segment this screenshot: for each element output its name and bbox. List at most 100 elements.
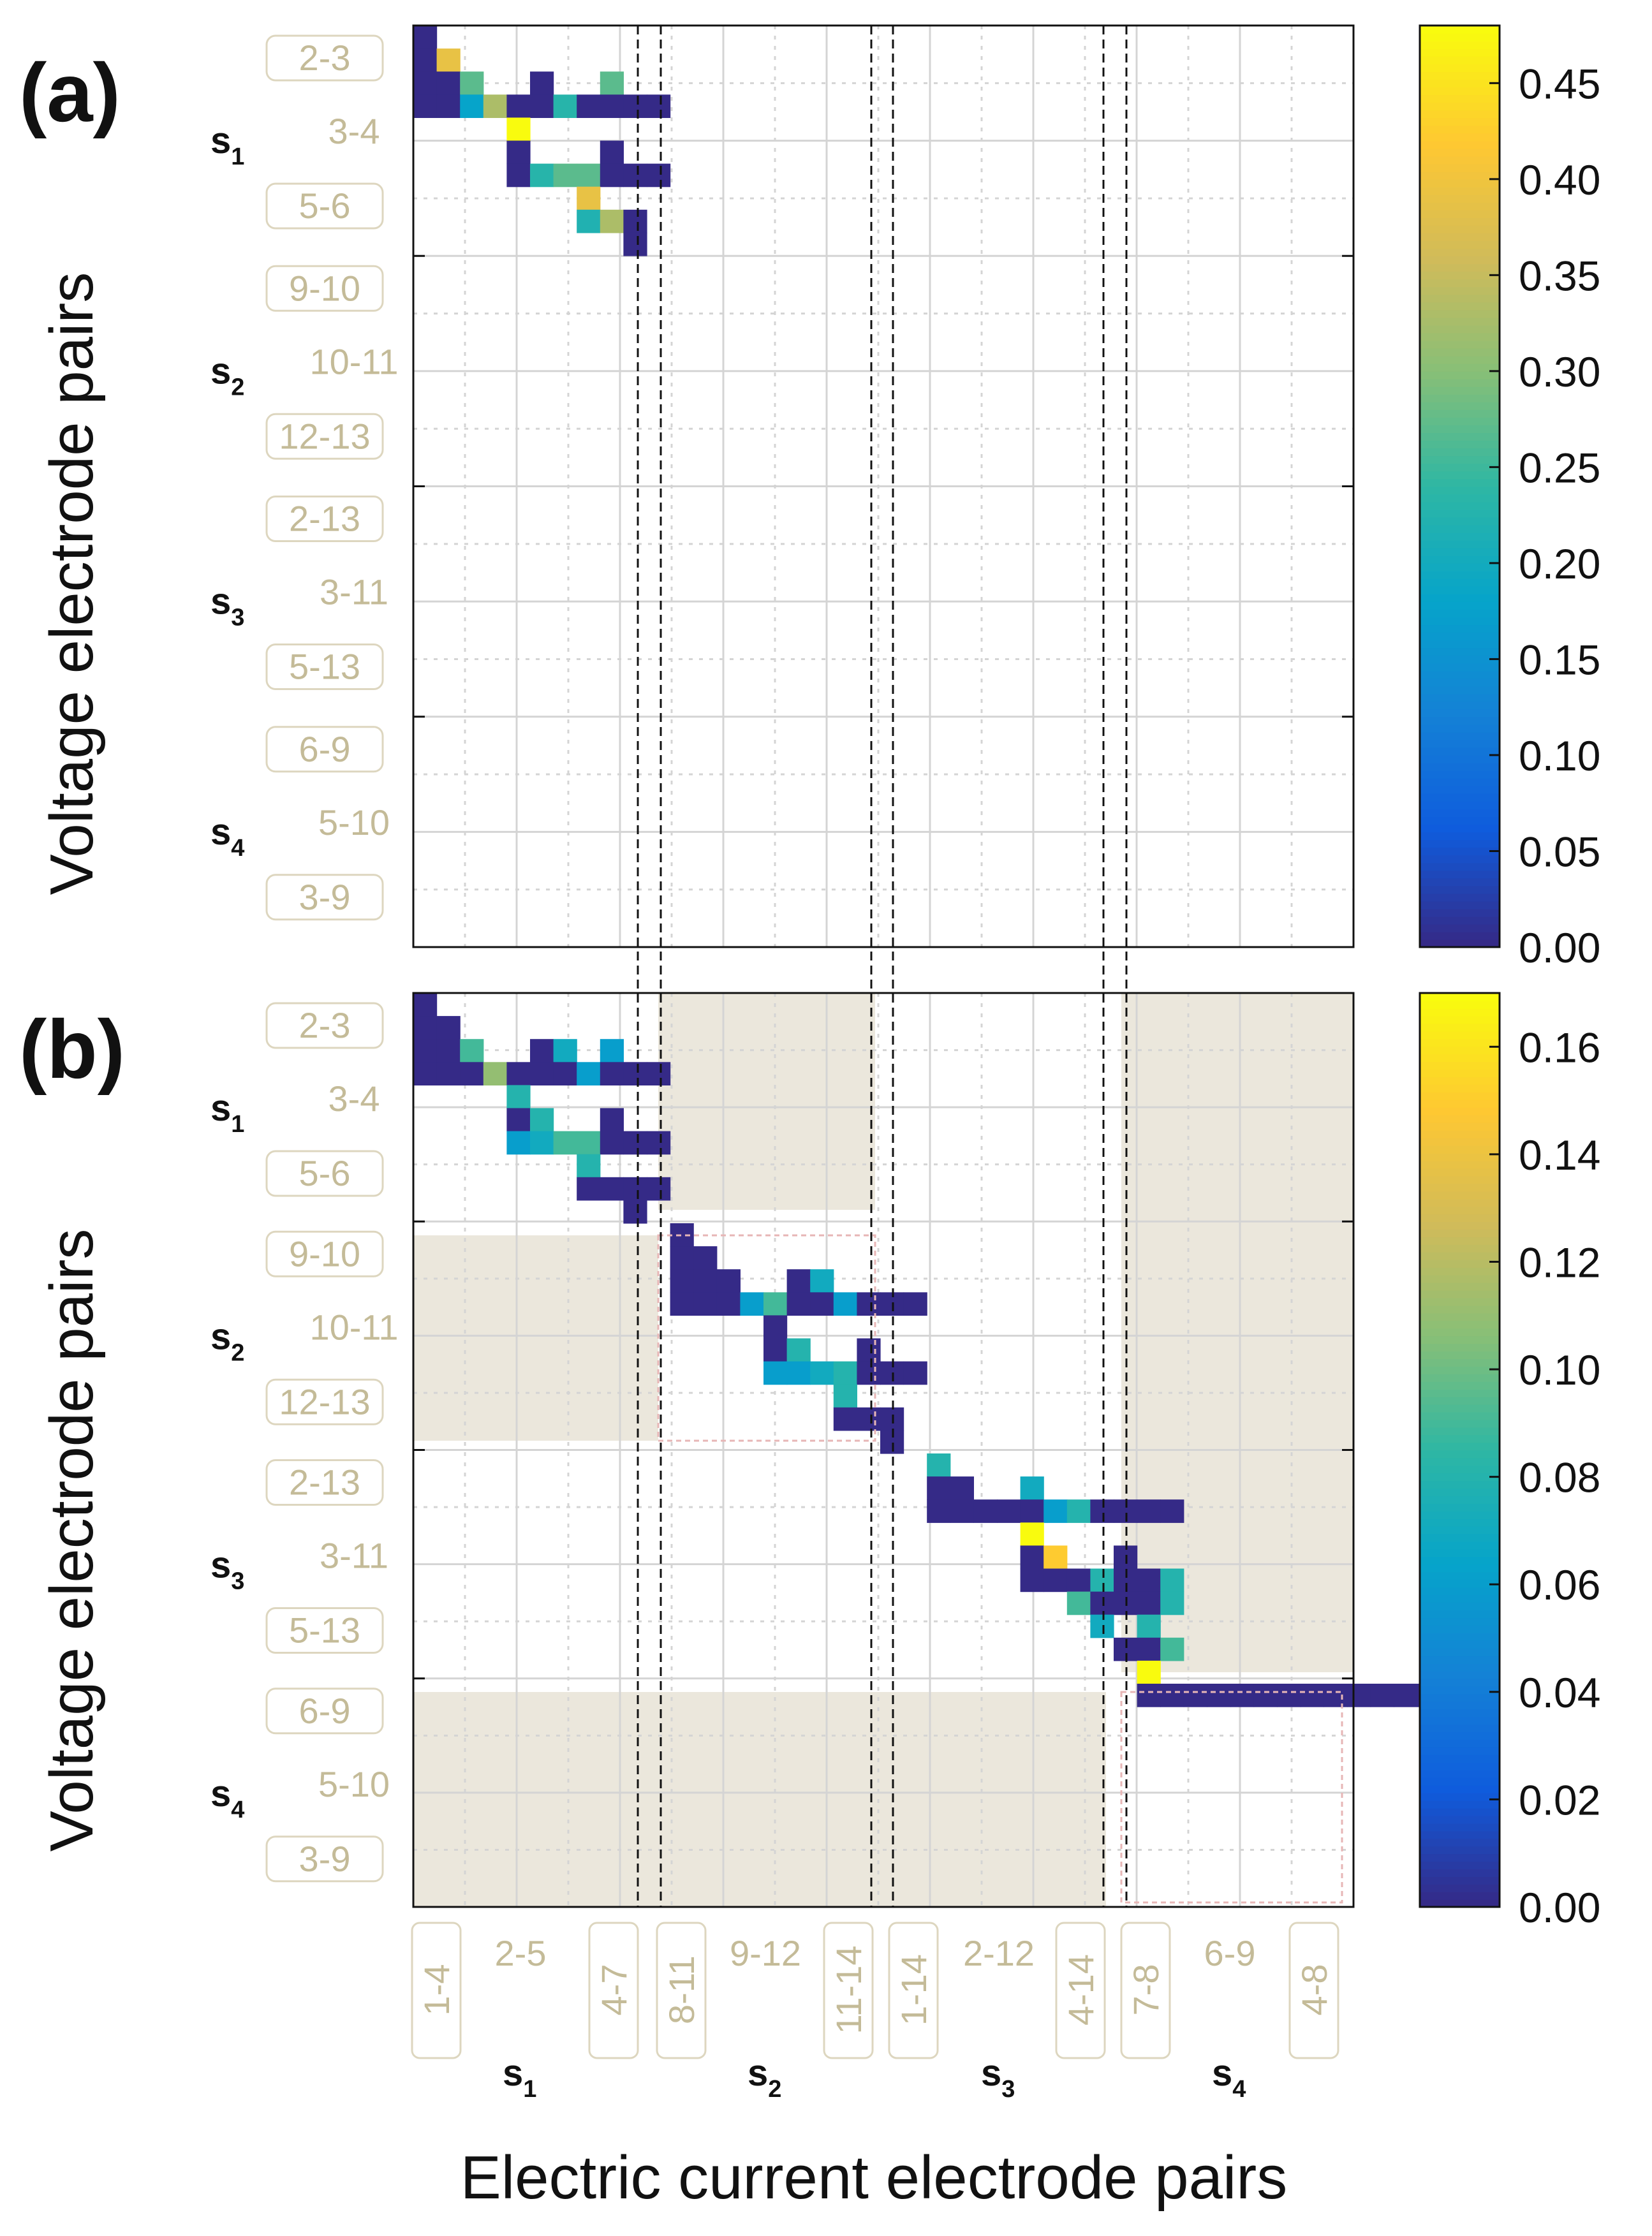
x-section-sub: 3 [1001,2076,1015,2103]
colorbar-b-gradient-step [1420,1709,1500,1717]
panel-b-cell [1160,1568,1184,1592]
panel-a-cell [600,94,624,118]
colorbar-b-gradient-step [1420,1640,1500,1649]
colorbar-b-gradient-step [1420,1647,1500,1656]
panel-a-cell [436,48,461,72]
colorbar-a-tick-label: 0.30 [1519,348,1600,395]
colorbar-b-tick-label: 0.10 [1519,1346,1600,1394]
panel-a-cell [623,209,647,233]
colorbar-b-gradient-step [1420,1526,1500,1534]
panel-b-cell [1137,1499,1161,1523]
colorbar-b-gradient-step [1420,1724,1500,1733]
colorbar-a-gradient-step [1420,317,1500,326]
colorbar-b-gradient-step [1420,1770,1500,1778]
panel-a-y-tick-label: 6-9 [299,729,351,769]
colorbar-a-gradient-step [1420,71,1500,80]
colorbar-a-gradient-step [1420,455,1500,464]
panel-b-label-box [265,1230,384,1277]
colorbar-b-gradient-step [1420,1663,1500,1672]
panel-b-cell [1183,1684,1207,1707]
colorbar-b-gradient-step [1420,1267,1500,1276]
panel-b-cell [436,1039,461,1063]
colorbar-a-gradient-step [1420,156,1500,165]
colorbar-b-gradient-step [1420,1503,1500,1512]
colorbar-a-gradient-step [1420,594,1500,602]
panel-a-cell [506,163,531,188]
colorbar-b-gradient-step [1420,1388,1500,1397]
panel-b-cell [786,1361,811,1385]
colorbar-a-gradient-step [1420,716,1500,725]
panel-a-y-tick-label: 5-13 [289,647,360,687]
colorbar-b-gradient-step [1420,1122,1500,1131]
colorbar-b-gradient-step [1420,1328,1500,1337]
x-tick-label: 6-9 [1204,1933,1256,1973]
colorbar-a-gradient-step [1420,870,1500,879]
colorbar-b-gradient-step [1420,1838,1500,1847]
panel-b-cell [530,1108,554,1132]
panel-b-cell [413,1062,438,1085]
panel-b-cell [600,1177,624,1201]
colorbar-b-gradient-step [1420,1655,1500,1664]
panel-a-cell [530,71,554,95]
colorbar-b-gradient-step [1420,1198,1500,1207]
colorbar-a-gradient-step [1420,279,1500,288]
panel-b-cell [670,1223,694,1247]
panel-a-cell [413,94,438,118]
colorbar-a-gradient-step [1420,532,1500,541]
panel-b-label-box [265,1688,384,1735]
colorbar-a-gradient-step [1420,655,1500,664]
colorbar-b-tick-label: 0.06 [1519,1561,1600,1608]
x-label-box [888,1922,939,2059]
colorbar-b-gradient-step [1420,1221,1500,1230]
colorbar-b-gradient-step [1420,1183,1500,1192]
colorbar-a-gradient-step [1420,26,1500,34]
colorbar-b-gradient-step [1420,1792,1500,1801]
panel-a-cell [553,163,577,188]
panel-a-section-sub: 2 [231,374,244,401]
panel-a-cell [623,94,647,118]
panel-b-cell [623,1177,647,1201]
section-divider-lines [637,26,1128,1907]
panel-a-frame [412,24,1355,948]
panel-a-y-tick-label: 10-11 [309,341,398,381]
panel-b-y-tick-label: 5-6 [299,1153,351,1193]
colorbar-a-gradient-step [1420,816,1500,825]
colorbar-a-gradient-step [1420,739,1500,748]
panel-b-y-tick-label: 9-10 [289,1233,360,1274]
panel-b-cell [1066,1499,1091,1523]
colorbar-b-tick-label: 0.08 [1519,1454,1600,1501]
colorbar-b-gradient-step [1420,1069,1500,1078]
colorbar-a-tick-label: 0.35 [1519,252,1600,299]
x-tick-label: 1-4 [417,1964,457,2016]
panel-a-cell [506,94,531,118]
x-label-box [656,1922,707,2059]
colorbar-b-gradient-step [1420,1038,1500,1047]
x-axis-title: Electric current electrode pairs [461,2144,1288,2212]
panel-a-cell [530,163,554,188]
colorbar-b-frame [1419,992,1501,1908]
colorbar-a-gradient-step [1420,348,1500,357]
colorbar-a-gradient-step [1420,832,1500,841]
colorbar-a-gradient-step [1420,263,1500,272]
panel-b-cell [786,1269,811,1293]
panel-b-cell [553,1131,577,1155]
panel-b-cell [670,1269,694,1293]
colorbar-a-gradient-step [1420,355,1500,364]
colorbar-b-gradient-step [1420,1259,1500,1268]
colorbar-b-gradient-step [1420,1480,1500,1489]
panel-a-section-sub: 1 [231,143,244,170]
x-section-label: s2 [748,2052,781,2103]
colorbar-a-gradient-step [1420,901,1500,909]
colorbar-a-gradient-step [1420,133,1500,142]
panel-b-cell [997,1499,1021,1523]
colorbar-b-gradient-step [1420,1815,1500,1824]
colorbar-a-gradient-step [1420,494,1500,503]
heatmap-panel-b [412,992,1441,1908]
colorbar-b-gradient-step [1420,1031,1500,1040]
colorbar-a-gradient-step [1420,371,1500,379]
colorbar-a-gradient-step [1420,171,1500,180]
panel-b-shade-s4-left [413,1692,1106,1907]
colorbar-b-gradient-step [1420,1313,1500,1321]
colorbar-b-gradient-step [1420,1077,1500,1085]
x-tick-label: 4-8 [1294,1964,1334,2016]
